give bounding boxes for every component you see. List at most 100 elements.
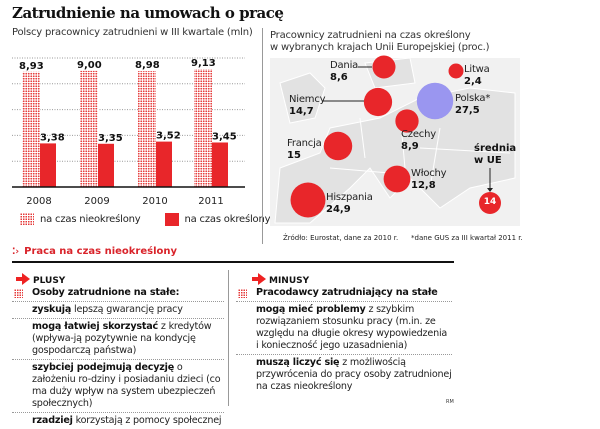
bar-value-label: 8,98 bbox=[135, 60, 160, 71]
credit: RM bbox=[446, 399, 454, 405]
list-item: zyskują lepszą gwarancję pracy bbox=[12, 302, 224, 319]
item-text: korzystają z pomocy społecznej bbox=[72, 415, 222, 426]
grid-bullet-icon bbox=[14, 289, 23, 298]
country-label: Niemcy 14,7 bbox=[289, 94, 326, 118]
list-item: muszą liczyć się z możliwością przywróce… bbox=[236, 355, 452, 395]
legend: na czas nieokreślony na czas określony bbox=[20, 213, 271, 226]
minus-label: MINUSY bbox=[269, 276, 310, 286]
list-item: szybciej podejmują decyzję o założeniu r… bbox=[12, 360, 224, 413]
eu-average-label-line1: średnia bbox=[474, 143, 517, 154]
item-bold: muszą liczyć się bbox=[256, 357, 340, 368]
column-divider bbox=[228, 270, 229, 406]
eu-average-value: 14 bbox=[483, 197, 497, 207]
x-tick-label: 2008 bbox=[26, 196, 51, 207]
bar-fixed-term-2009 bbox=[98, 143, 114, 187]
country-value: 14,7 bbox=[289, 106, 314, 117]
country-value: 12,8 bbox=[411, 180, 436, 191]
country-name: Dania bbox=[330, 60, 359, 71]
bar-value-label: 8,93 bbox=[19, 61, 44, 72]
infographic-title: Zatrudnienie na umowach o pracę bbox=[12, 4, 284, 22]
country-label: Hiszpania 24,9 bbox=[326, 192, 373, 216]
country-label: Litwa 2,4 bbox=[464, 64, 490, 88]
bar-value-label: 3,35 bbox=[98, 133, 123, 144]
eu-average-label-line2: w UE bbox=[474, 155, 502, 166]
bubble-niemcy bbox=[363, 87, 393, 117]
item-text: o założeniu ro-dziny i posiadaniu dzieci… bbox=[32, 362, 221, 409]
section-title: Praca na czas nieokreślony bbox=[24, 246, 178, 257]
section-rule bbox=[12, 261, 454, 263]
list-item: rzadziej korzystają z pomocy społecznej bbox=[12, 413, 224, 429]
bubble-dania bbox=[372, 55, 396, 79]
country-value: 8,9 bbox=[401, 141, 419, 152]
legend-label: na czas nieokreślony bbox=[40, 213, 141, 225]
plus-list: Osoby zatrudnione na stałe: zyskują leps… bbox=[12, 285, 224, 429]
country-name: Włochy bbox=[411, 168, 447, 179]
map-title-line2: w wybranych krajach Unii Europejskiej (p… bbox=[270, 42, 490, 53]
plus-label: PLUSY bbox=[33, 276, 66, 286]
country-name: Polska* bbox=[455, 93, 491, 104]
country-name: Litwa bbox=[464, 64, 490, 75]
bar-indefinite-2008 bbox=[22, 71, 40, 187]
list-item: mogą łatwiej skorzystać z kredytów (wpły… bbox=[12, 319, 224, 360]
x-tick-label: 2010 bbox=[142, 196, 167, 207]
country-value: 27,5 bbox=[455, 105, 480, 116]
bar-value-label: 3,52 bbox=[156, 131, 181, 142]
bubble-czechy bbox=[395, 109, 419, 133]
item-bold: mogą mieć problemy bbox=[256, 304, 366, 315]
minus-heading: Pracodawcy zatrudniający na stałe bbox=[236, 285, 452, 302]
europe-map bbox=[270, 58, 520, 226]
arrow-right-icon bbox=[16, 272, 30, 285]
plus-heading-text: Osoby zatrudnione na stałe: bbox=[32, 287, 180, 298]
country-label: Polska* 27,5 bbox=[455, 93, 490, 117]
x-tick-label: 2009 bbox=[84, 196, 109, 207]
bubble-eu-average bbox=[479, 192, 501, 214]
country-value: 24,9 bbox=[326, 204, 351, 215]
bubble-litwa bbox=[448, 63, 464, 79]
legend-swatch-solid bbox=[164, 213, 179, 226]
bar-value-label: 3,38 bbox=[40, 132, 65, 143]
map-bubbles bbox=[290, 55, 501, 218]
bubble-francja bbox=[323, 131, 353, 161]
bar-chart: 8,93 3,38 2008 9,00 3,35 2009 8,98 3,52 2010 9,13… bbox=[12, 57, 245, 207]
country-name: Czechy bbox=[401, 129, 436, 140]
country-label: Czechy 8,9 bbox=[401, 129, 436, 153]
bubble-hiszpania bbox=[290, 182, 326, 218]
bar-indefinite-2009 bbox=[80, 70, 98, 187]
item-bold: szybciej podejmują decyzję bbox=[32, 362, 175, 373]
minus-list: Pracodawcy zatrudniający na stałe mogą m… bbox=[236, 285, 452, 395]
item-bold: zyskują bbox=[32, 304, 72, 315]
bubble-polska bbox=[416, 82, 454, 120]
country-label: Włochy 12,8 bbox=[411, 168, 447, 192]
item-bold: rzadziej bbox=[32, 415, 73, 426]
map-title-line1: Pracownicy zatrudnieni na czas określony bbox=[270, 30, 471, 41]
section-icon: ⁚› bbox=[12, 246, 20, 257]
country-name: Francja bbox=[287, 138, 322, 149]
bar-value-label: 9,13 bbox=[191, 58, 216, 69]
country-label: Francja 15 bbox=[287, 138, 322, 162]
section-header: ⁚› Praca na czas nieokreślony bbox=[12, 246, 177, 257]
legend-label: na czas określony bbox=[184, 213, 271, 225]
minus-header: MINUSY bbox=[252, 268, 310, 287]
item-text: lepszą gwarancję pracy bbox=[71, 304, 183, 315]
footnote: *dane GUS za III kwartał 2011 r. bbox=[411, 234, 523, 242]
bar-indefinite-2011 bbox=[194, 69, 212, 187]
minus-heading-text: Pracodawcy zatrudniający na stałe bbox=[256, 287, 438, 298]
source-note: Źródło: Eurostat, dane za 2010 r. bbox=[283, 234, 399, 242]
list-item: mogą mieć problemy z szybkim rozwiązanie… bbox=[236, 302, 452, 355]
item-bold: mogą łatwiej skorzystać bbox=[32, 321, 159, 332]
bar-value-label: 3,45 bbox=[212, 131, 237, 142]
eu-average-label: średnia w UE bbox=[474, 143, 516, 167]
bar-indefinite-2010 bbox=[138, 71, 156, 187]
plus-heading: Osoby zatrudnione na stałe: bbox=[12, 285, 224, 302]
arrow-right-icon bbox=[252, 272, 266, 285]
country-label: Dania 8,6 bbox=[330, 60, 358, 84]
country-value: 2,4 bbox=[464, 76, 482, 87]
legend-swatch-dotted bbox=[20, 213, 34, 226]
country-value: 8,6 bbox=[330, 72, 348, 83]
country-name: Niemcy bbox=[289, 94, 326, 105]
grid-bullet-icon bbox=[238, 289, 247, 298]
item-text: z kredytów (wpływa-ją pozytywnie na kond… bbox=[32, 321, 212, 356]
item-text: z szybkim rozwiązaniem stosunku pracy (m… bbox=[256, 304, 448, 351]
item-text: z możliwością przywrócenia do pracy osob… bbox=[256, 357, 452, 392]
country-name: Hiszpania bbox=[326, 192, 373, 203]
